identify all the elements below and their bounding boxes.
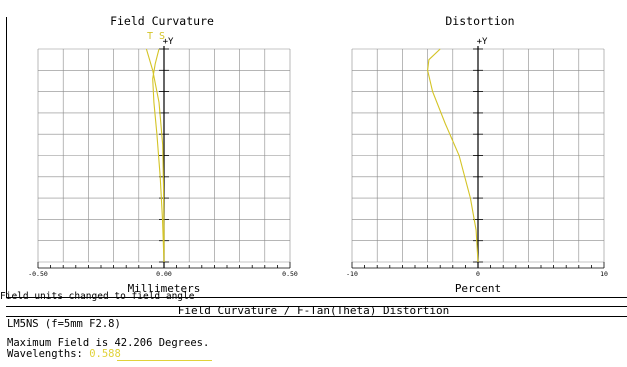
fc-tick-label: -0.50 (28, 270, 48, 278)
wavelengths-line: Wavelengths: 0.588 (7, 348, 121, 360)
frame-line-top (6, 297, 627, 298)
max-field-text: Maximum Field is 42.206 Degrees. (7, 337, 210, 349)
frame-line-left (6, 17, 7, 297)
lens-name: LM5NS (f=5mm F2.8) (7, 318, 121, 330)
wavelength-underline (117, 360, 212, 361)
fc-curve-labels: T S (147, 31, 165, 42)
frame-line-title-top (6, 306, 627, 307)
fc-series-t (145, 48, 165, 262)
wavelengths-label: Wavelengths: (7, 348, 83, 360)
wavelength-value: 0.588 (89, 348, 121, 360)
fc-series-s (152, 48, 165, 263)
plots-area: Field Curvature -0.50 0.00 0.50 Millimeters +… (28, 14, 608, 295)
fc-tick-label: 0.50 (282, 270, 298, 278)
fc-y-axis-label: +Y (163, 37, 174, 47)
dist-tick-label: 0 (476, 270, 480, 278)
dist-y-axis-label: +Y (477, 37, 488, 47)
frame-line-title-bottom (6, 316, 627, 317)
dist-title: Distortion (445, 14, 514, 28)
fc-title: Field Curvature (110, 14, 214, 28)
field-units-note: Field units changed to field angle (0, 291, 195, 302)
dist-tick-label: 10 (600, 270, 608, 278)
fc-xlabel: Millimeters (128, 282, 201, 295)
dist-series-line (427, 48, 479, 263)
dist-tick-label: -10 (346, 270, 358, 278)
fc-tick-label: 0.00 (156, 270, 172, 278)
window-title: Field Curvature / F-Tan(Theta) Distortio… (177, 304, 450, 317)
dist-xlabel: Percent (455, 282, 501, 295)
